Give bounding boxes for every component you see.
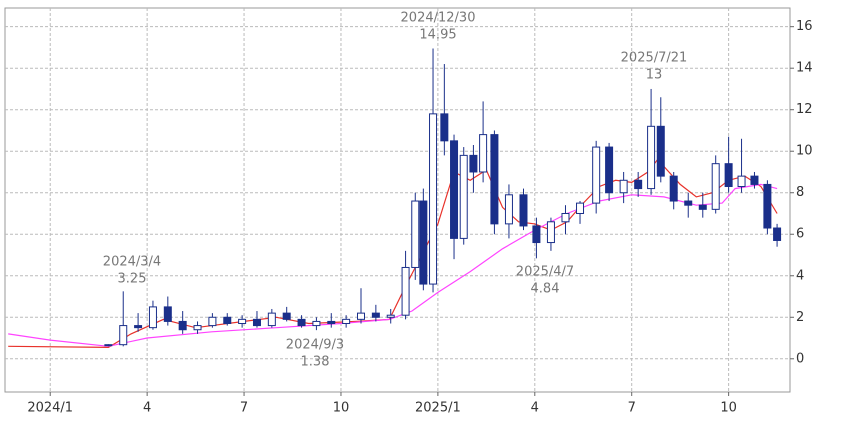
y-tick-label: 14: [796, 61, 813, 76]
annotation-date: 2024/12/30: [401, 11, 476, 26]
candle-body: [711, 163, 720, 210]
annotation-value: 13: [646, 68, 663, 83]
y-tick-label: 6: [796, 227, 804, 242]
candle-body: [592, 146, 601, 204]
y-tick-label: 12: [796, 102, 813, 117]
candle-body: [429, 113, 438, 285]
candle-body: [490, 134, 499, 225]
candle-body: [459, 154, 468, 239]
candle-body: [208, 316, 217, 327]
candle-body: [750, 175, 759, 185]
candle-body: [282, 312, 291, 320]
candle-body: [684, 200, 693, 206]
candle-body: [223, 316, 232, 325]
y-tick-label: 16: [796, 19, 813, 34]
x-tick-label: 10: [333, 401, 350, 416]
x-tick-label: 2024/1: [27, 401, 73, 416]
candle-body: [634, 179, 643, 190]
x-tick-label: 4: [143, 401, 151, 416]
x-tick-label: 4: [531, 401, 539, 416]
candle-body: [411, 200, 420, 268]
y-tick-label: 10: [796, 144, 813, 159]
annotation-date: 2025/7/21: [621, 51, 688, 66]
candle-body: [763, 183, 772, 229]
candle-body: [238, 318, 247, 325]
candle-body: [479, 134, 488, 173]
candle-body: [619, 179, 628, 194]
candle-body: [656, 125, 665, 177]
candle-body: [342, 318, 351, 325]
candle-body: [297, 318, 306, 327]
candle-body: [450, 140, 459, 239]
annotation-value: 1.38: [301, 355, 330, 370]
y-tick-label: 0: [796, 351, 804, 366]
candle-body: [327, 320, 336, 325]
candle-body: [532, 225, 541, 244]
annotation-date: 2024/3/4: [103, 255, 161, 270]
annotation-value: 3.25: [118, 272, 147, 287]
candle-body: [134, 325, 143, 329]
candle-body: [519, 194, 528, 227]
x-tick-label: 7: [240, 401, 248, 416]
annotation-date: 2024/9/3: [286, 338, 344, 353]
candle-body: [647, 125, 656, 190]
candle-body: [148, 306, 157, 329]
x-tick-label: 10: [720, 401, 737, 416]
annotation-date: 2025/4/7: [516, 265, 574, 280]
candle-body: [163, 306, 172, 322]
candle-body: [469, 154, 478, 173]
candle-body: [561, 212, 570, 223]
y-tick-label: 2: [796, 310, 804, 325]
y-tick-label: 8: [796, 185, 804, 200]
candle-body: [356, 312, 365, 320]
candle-body: [252, 318, 261, 327]
candle-body: [440, 113, 449, 142]
candle-body: [193, 325, 202, 331]
candle-body: [267, 312, 276, 327]
candle-body: [773, 227, 782, 241]
candle-body: [605, 146, 614, 194]
candle-body: [401, 266, 410, 316]
x-tick-label: 2025/1: [415, 401, 461, 416]
annotation-value: 4.84: [531, 282, 560, 297]
candle-body: [504, 194, 513, 225]
candle-body: [698, 204, 707, 210]
candle-body: [737, 175, 746, 188]
candle-body: [419, 200, 428, 285]
moving-average-line: [8, 183, 778, 347]
y-tick-label: 4: [796, 268, 804, 283]
candle-body: [546, 221, 555, 244]
candle-body: [178, 320, 187, 331]
candle-body: [312, 320, 321, 327]
candle-body: [669, 175, 678, 202]
x-tick-label: 7: [628, 401, 636, 416]
candle-body: [371, 312, 380, 318]
candle-body: [386, 314, 395, 318]
candle-body: [119, 325, 128, 346]
candle-body: [576, 202, 585, 214]
candle-body: [104, 344, 113, 347]
annotation-value: 14.95: [419, 28, 456, 43]
candle-body: [724, 163, 733, 188]
